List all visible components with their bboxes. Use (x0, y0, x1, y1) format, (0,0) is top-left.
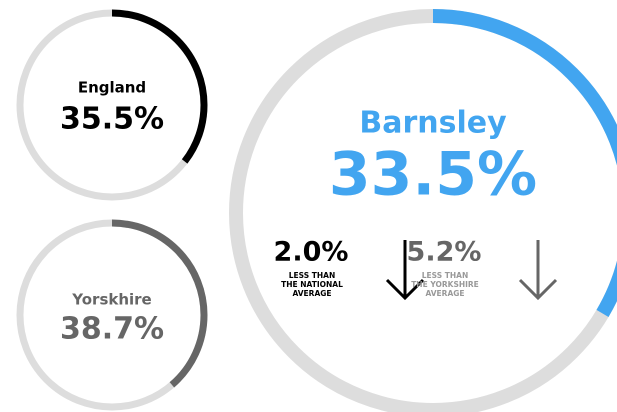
comparison-value: 2.0% (274, 237, 349, 268)
gauge-arc (16, 219, 208, 411)
gauge-arc (16, 9, 208, 201)
comparison-note: LESS THAN (289, 271, 335, 280)
comparison-value: 5.2% (407, 237, 482, 268)
comparison-note: AVERAGE (292, 289, 331, 298)
comparison-note: AVERAGE (425, 289, 464, 298)
gauge-track (229, 9, 617, 412)
gauge-value: 35.5% (60, 102, 164, 137)
gauge-title: England (78, 79, 146, 97)
gauge-value: 38.7% (60, 312, 164, 347)
gauge-value: 33.5% (329, 140, 537, 210)
gauge-title: Yorskhire (71, 291, 151, 309)
gauge-title: Barnsley (359, 106, 507, 141)
down-arrow (518, 240, 558, 301)
comparison-note: LESS THAN (422, 271, 468, 280)
comparison-note: THE YORKSHIRE (411, 280, 479, 289)
comparison-note: THE NATIONAL (281, 280, 343, 289)
down-arrow (385, 240, 425, 301)
gauge-arc (229, 9, 617, 412)
